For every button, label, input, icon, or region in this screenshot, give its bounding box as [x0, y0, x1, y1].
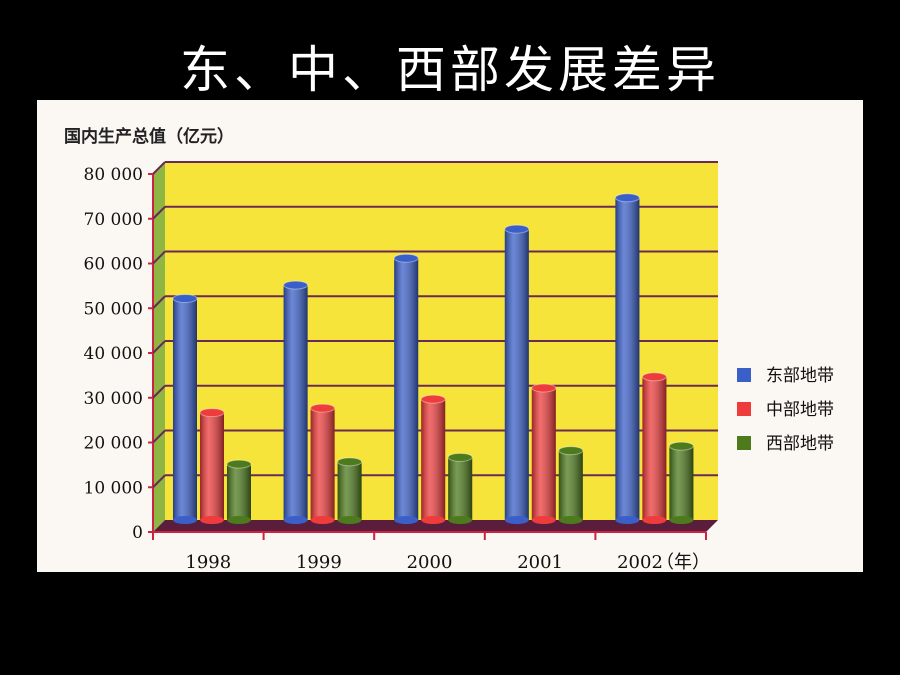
bar: [668, 441, 694, 524]
bar: [337, 457, 363, 524]
y-tick-label: 20 000: [84, 434, 143, 454]
slide-title: 东、中、西部发展差异: [180, 41, 720, 99]
gridline-side: [152, 161, 166, 175]
y-axis-label: 国内生产总值（亿元）: [64, 127, 234, 147]
bar-base: [310, 516, 335, 524]
gridline-side: [152, 340, 166, 354]
bar: [531, 383, 557, 524]
bar-top: [172, 293, 198, 303]
legend-swatch: [737, 368, 751, 382]
gridline-side: [152, 295, 166, 309]
bar: [614, 193, 640, 524]
bar-base: [227, 516, 251, 524]
bar: [283, 280, 309, 524]
bar-shade: [615, 197, 640, 521]
bar-shade: [337, 461, 362, 520]
bar-top: [393, 253, 419, 263]
legend-swatch: [737, 436, 751, 450]
legend-label: 西部地带: [766, 434, 834, 454]
x-tick-label: 2000: [407, 552, 453, 573]
bar-shade: [421, 399, 446, 520]
bar: [226, 459, 252, 524]
y-tick-label: 70 000: [84, 210, 143, 230]
x-tick-label: 1999: [296, 552, 342, 573]
bar: [393, 253, 419, 524]
bar-base: [642, 516, 667, 524]
bar-shade: [283, 285, 308, 520]
bar-shade: [227, 464, 251, 520]
bar-top: [668, 441, 694, 451]
bar-shade: [504, 229, 529, 520]
bar-base: [504, 516, 529, 524]
legend-label: 中部地带: [766, 400, 834, 420]
bar-top: [310, 403, 336, 413]
bar-top: [531, 383, 557, 393]
bar-shade: [642, 376, 667, 520]
bar-base: [669, 516, 694, 524]
bar: [558, 446, 584, 524]
bar: [641, 372, 667, 524]
bar-base: [421, 516, 446, 524]
y-tick-label: 30 000: [84, 389, 143, 409]
y-tick-label: 50 000: [84, 299, 143, 319]
bar-top: [226, 459, 252, 469]
bar-shade: [531, 387, 556, 520]
bar: [504, 224, 530, 524]
bar-base: [558, 516, 583, 524]
bar-top: [504, 224, 530, 234]
gridline-side: [152, 206, 166, 220]
bar-top: [420, 394, 446, 404]
bar-base: [173, 516, 197, 524]
x-axis-unit: （年）: [656, 552, 710, 573]
bar-top: [199, 408, 225, 418]
bar-base: [200, 516, 224, 524]
x-tick-label: 2001: [517, 552, 563, 573]
bar-shade: [669, 446, 694, 520]
legend-swatch: [737, 402, 751, 416]
y-tick-label: 80 000: [84, 165, 143, 185]
gridline-side: [152, 385, 166, 399]
bar-top: [337, 457, 363, 467]
y-tick-label: 10 000: [84, 478, 143, 498]
gridline-side: [152, 250, 166, 265]
legend-label: 东部地带: [766, 366, 834, 386]
bar-shade: [558, 450, 583, 520]
bar-top: [558, 446, 584, 456]
y-tick-label: 40 000: [84, 344, 143, 364]
bar: [172, 293, 198, 524]
bar-shade: [310, 408, 335, 520]
bar: [199, 408, 225, 524]
bar-base: [531, 516, 556, 524]
bar-base: [337, 516, 362, 524]
bar-top: [614, 193, 640, 203]
bar: [420, 394, 446, 524]
bar-top: [283, 280, 309, 290]
bar-base: [283, 516, 308, 524]
x-tick-label: 2002: [617, 552, 663, 573]
bar-base: [615, 516, 640, 524]
x-tick-label: 1998: [185, 552, 231, 573]
bar-top: [447, 452, 473, 462]
bar-shade: [200, 412, 224, 520]
y-tick-label: 0: [132, 523, 143, 543]
gridline-side: [152, 429, 166, 444]
bar-top: [641, 372, 667, 382]
bar-base: [448, 516, 473, 524]
bar-shade: [448, 457, 473, 520]
y-tick-label: 60 000: [84, 255, 143, 275]
bar: [310, 403, 336, 524]
bar-base: [394, 516, 419, 524]
bar-shade: [394, 258, 419, 520]
gridline-side: [152, 474, 166, 488]
bar: [447, 452, 473, 524]
bar-shade: [173, 298, 197, 520]
